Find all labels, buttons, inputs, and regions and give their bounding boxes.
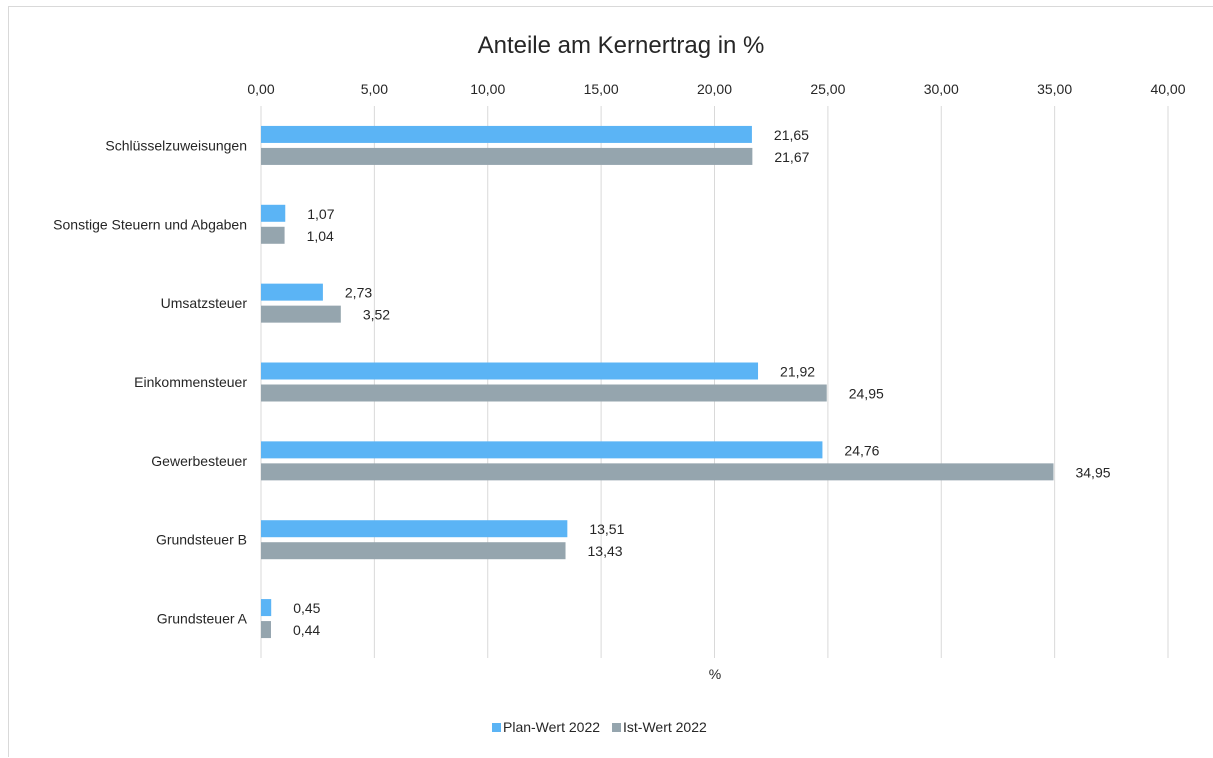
bar-plan — [261, 520, 568, 538]
x-axis-label: % — [709, 666, 721, 682]
category-labels: Schlüsselzuweisungen Sonstige Steuern und… — [53, 137, 247, 626]
data-label: 24,95 — [849, 386, 884, 402]
bar-ist — [261, 621, 271, 639]
chart-title: Anteile am Kernertrag in % — [478, 32, 765, 59]
gridlines — [260, 106, 1169, 658]
bar-plan — [261, 125, 752, 143]
data-label: 13,43 — [588, 543, 623, 559]
bar-ist — [261, 463, 1054, 481]
x-tick-label: 20,00 — [697, 81, 732, 97]
category-label: Grundsteuer B — [156, 532, 247, 548]
x-tick-label: 15,00 — [584, 81, 619, 97]
data-label: 1,04 — [307, 228, 334, 244]
category-label: Umsatzsteuer — [161, 295, 248, 311]
bar-ist — [261, 542, 566, 560]
data-label: 13,51 — [589, 521, 624, 537]
bar-plan — [261, 283, 323, 301]
x-tick-label: 30,00 — [924, 81, 959, 97]
data-label: 0,44 — [293, 622, 320, 638]
bar-plan — [261, 204, 286, 222]
legend: Plan-Wert 2022 Ist-Wert 2022 — [492, 719, 707, 735]
category-label: Schlüsselzuweisungen — [105, 137, 247, 153]
bar-ist — [261, 226, 285, 244]
x-tick-label: 5,00 — [361, 81, 388, 97]
x-tick-label: 25,00 — [810, 81, 845, 97]
category-label: Einkommensteuer — [134, 374, 247, 390]
legend-swatch — [612, 723, 622, 732]
legend-label: Ist-Wert 2022 — [623, 719, 707, 735]
category-label: Sonstige Steuern und Abgaben — [53, 216, 247, 232]
bar-ist — [261, 147, 753, 165]
x-tick-label: 0,00 — [247, 81, 274, 97]
x-axis-ticks: 0,00 5,00 10,00 15,00 20,00 25,00 30,00 35,00 40… — [247, 81, 1185, 97]
bar-plan — [261, 441, 823, 459]
data-labels: 21,65 21,67 1,07 1,04 2,73 3,52 21,92 24,95 24,7… — [293, 127, 1111, 638]
data-label: 0,45 — [293, 600, 320, 616]
x-tick-label: 40,00 — [1150, 81, 1185, 97]
bar-ist — [261, 384, 827, 402]
bar-ist — [261, 305, 341, 323]
category-label: Gewerbesteuer — [151, 453, 247, 469]
bars — [261, 125, 1054, 639]
legend-label: Plan-Wert 2022 — [503, 719, 600, 735]
data-label: 21,92 — [780, 364, 815, 380]
x-tick-label: 10,00 — [470, 81, 505, 97]
data-label: 21,65 — [774, 127, 809, 143]
x-tick-label: 35,00 — [1037, 81, 1072, 97]
data-label: 21,67 — [774, 149, 809, 165]
chart-frame: Anteile am Kernertrag in % % 0,00 5,00 10,… — [8, 6, 1213, 757]
chart-canvas: Anteile am Kernertrag in % % 0,00 5,00 10,… — [53, 32, 1186, 735]
data-label: 2,73 — [345, 285, 372, 301]
legend-swatch — [492, 723, 501, 732]
bar-plan — [261, 599, 272, 617]
category-label: Grundsteuer A — [157, 611, 248, 627]
data-label: 1,07 — [307, 206, 334, 222]
data-label: 3,52 — [363, 307, 390, 323]
data-label: 24,76 — [844, 442, 879, 458]
data-label: 34,95 — [1075, 464, 1110, 480]
bar-plan — [261, 362, 759, 380]
